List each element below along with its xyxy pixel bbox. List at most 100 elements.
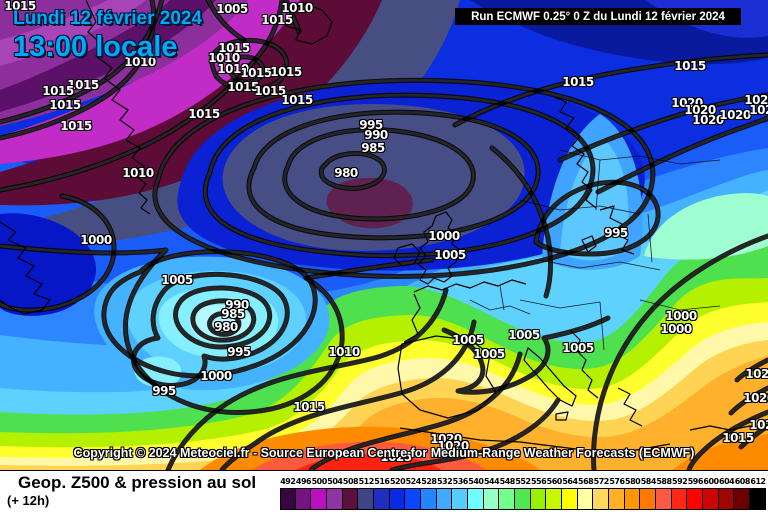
isobar-label: 995 <box>359 118 383 132</box>
isobar-label: 1025 <box>744 93 768 107</box>
legend-value: 528 <box>421 477 437 486</box>
isobar-label: 1010 <box>281 1 313 15</box>
legend-cell: 592 <box>671 477 688 510</box>
isobar-label: 1015 <box>254 84 286 98</box>
isobar-label: 1010 <box>124 55 156 69</box>
coastlines <box>0 0 768 453</box>
isobar-label: 1005 <box>452 333 484 347</box>
legend-cell: 516 <box>374 477 390 510</box>
isobar-label: 1005 <box>473 347 505 361</box>
legend-cell: 612 <box>750 477 766 510</box>
legend-swatch <box>452 488 469 510</box>
legend-value: 500 <box>311 477 328 486</box>
legend-swatch <box>295 488 312 510</box>
legend-cell: 564 <box>562 477 578 510</box>
legend-value: 536 <box>452 477 469 486</box>
isobar-label: 1025 <box>380 450 412 464</box>
legend-swatch <box>718 488 735 510</box>
legend-cell: 500 <box>311 477 327 510</box>
legend-cell: 584 <box>640 477 656 510</box>
legend-cell: 588 <box>656 477 672 510</box>
legend-swatch <box>609 488 625 510</box>
isobar-label: 1020 <box>671 96 703 110</box>
legend-value: 604 <box>719 477 735 486</box>
color-scale-legend: 492 496 500 504 508 512 516 520 524 528 532 536 540 5… <box>280 477 766 510</box>
legend-swatch <box>468 488 484 510</box>
legend-cell: 608 <box>734 477 750 510</box>
legend-cell: 524 <box>405 477 421 510</box>
isobar-label: 1020 <box>437 439 469 453</box>
legend-value: 520 <box>389 477 406 486</box>
isobar-label: 980 <box>334 166 358 180</box>
legend-value: 548 <box>499 477 516 486</box>
legend-value: 572 <box>593 477 610 486</box>
time-label: 13:00 locale <box>13 31 178 63</box>
legend-swatch <box>671 488 688 510</box>
legend-swatch <box>624 488 641 510</box>
isobar-label: 1020 <box>719 108 751 122</box>
legend-swatch <box>342 488 359 510</box>
legend-cell: 512 <box>358 477 374 510</box>
legend-value: 560 <box>546 477 563 486</box>
legend-swatch <box>530 488 547 510</box>
isobar-label: 1015 <box>261 13 293 27</box>
run-info-text: Run ECMWF 0.25° 0 Z du Lundi 12 février … <box>471 10 725 23</box>
isobar-label: 1000 <box>200 369 232 383</box>
legend-swatch <box>562 488 578 510</box>
isobar-label: 995 <box>604 226 628 240</box>
isobar-label: 1005 <box>508 328 540 342</box>
legend-swatch <box>280 488 296 510</box>
legend-swatch <box>311 488 328 510</box>
legend-swatch <box>656 488 672 510</box>
isobar-label: 1005 <box>216 2 248 16</box>
legend-value: 580 <box>625 477 641 486</box>
isobar-label: 985 <box>221 307 245 321</box>
isobar-label: 980 <box>214 320 238 334</box>
legend-cell: 552 <box>515 477 531 510</box>
legend-swatch <box>436 488 453 510</box>
legend-value: 608 <box>734 477 751 486</box>
forecast-offset: (+ 12h) <box>7 493 50 508</box>
isobar-label: 995 <box>152 384 176 398</box>
legend-value: 552 <box>515 477 531 486</box>
legend-value: 596 <box>687 477 704 486</box>
legend-value: 564 <box>562 477 578 486</box>
legend-swatch <box>374 488 390 510</box>
map-area: 1015 1005 1010 1015 1010 1015 1010 1010 1015 1015… <box>0 0 768 470</box>
date-label: Lundi 12 février 2024 <box>13 8 203 29</box>
legend-cell: 496 <box>295 477 312 510</box>
legend-value: 544 <box>483 477 500 486</box>
isobar-label: 1020 <box>430 432 462 446</box>
legend-swatch <box>703 488 719 510</box>
isobar-label: 1000 <box>665 309 697 323</box>
legend-cell: 604 <box>718 477 735 510</box>
legend-cell: 600 <box>703 477 719 510</box>
legend-cell: 532 <box>436 477 453 510</box>
legend-cell: 572 <box>593 477 609 510</box>
legend-value: 584 <box>640 477 657 486</box>
isobar-label: 1010 <box>208 51 240 65</box>
legend-value: 492 <box>280 477 296 486</box>
legend-cell: 540 <box>468 477 484 510</box>
legend-cell: 580 <box>624 477 641 510</box>
isobar-label: 995 <box>227 345 251 359</box>
legend-swatch <box>499 488 516 510</box>
isobar-label: 1015 <box>218 41 250 55</box>
isobar-label: 1025 <box>749 418 768 432</box>
legend-value: 504 <box>327 477 343 486</box>
isobar-label: 1015 <box>42 84 74 98</box>
legend-cell: 596 <box>687 477 703 510</box>
isobar-label: 990 <box>364 128 388 142</box>
legend-cell: 548 <box>499 477 515 510</box>
footer-bar: Geop. Z500 & pression au sol (+ 12h) 492… <box>0 470 768 512</box>
isobar-label: 1015 <box>227 80 259 94</box>
legend-value: 612 <box>750 477 766 486</box>
map-graphic <box>0 0 768 470</box>
isobar-label: 1015 <box>67 78 99 92</box>
country-borders <box>469 149 721 351</box>
legend-cell: 508 <box>342 477 359 510</box>
isobar-label: 1020 <box>743 391 768 405</box>
legend-swatch <box>750 488 766 510</box>
isobar-label: 1015 <box>4 0 36 13</box>
isobar-label: 1000 <box>80 233 112 247</box>
